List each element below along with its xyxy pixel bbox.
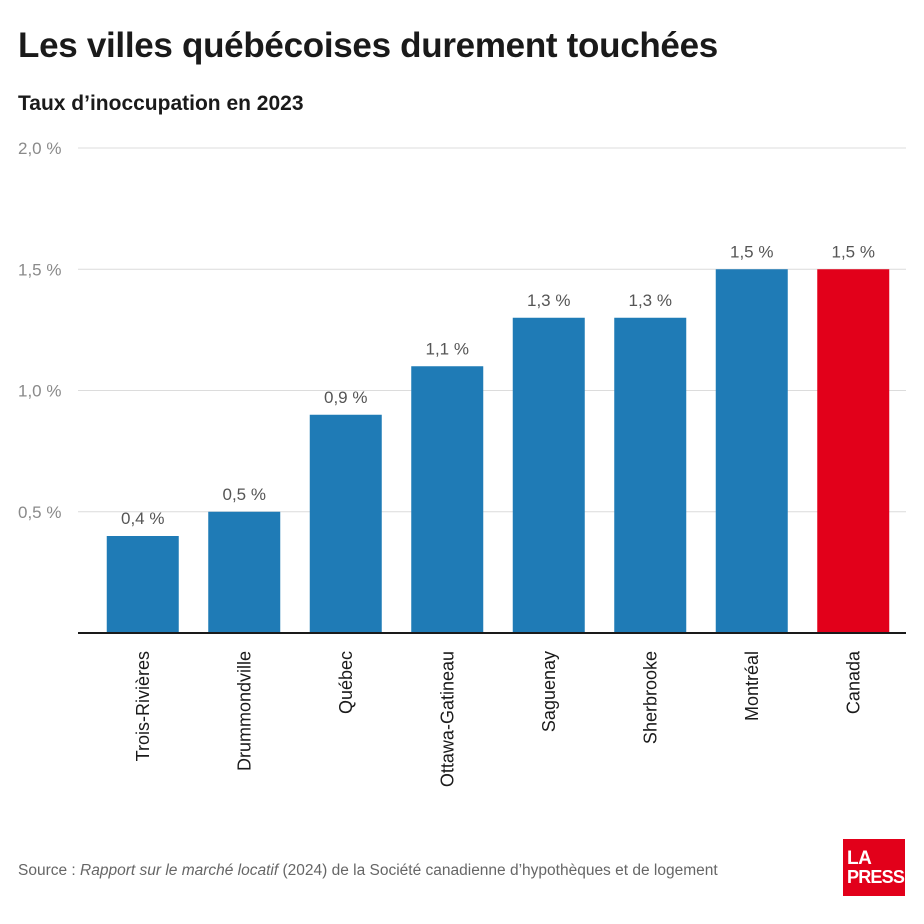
source-suffix: (2024) de la Société canadienne d’hypoth… [278, 862, 718, 879]
bar [715, 269, 788, 633]
bar [208, 511, 281, 633]
bar [411, 366, 484, 633]
source-prefix: Source : [18, 862, 81, 879]
bar [309, 414, 382, 633]
bar [614, 317, 687, 633]
chart-subtitle: Taux d’inoccupation en 2023 [18, 92, 304, 115]
source-report-title: Rapport sur le marché locatif [80, 862, 279, 879]
y-tick-label: 2,0 % [18, 139, 61, 158]
bar [512, 317, 585, 633]
source-note: Source : Rapport sur le marché locatif (… [18, 862, 718, 880]
x-tick-label: Montréal [742, 651, 762, 721]
x-tick-label: Drummondville [234, 651, 254, 771]
y-tick-label: 0,5 % [18, 503, 61, 522]
data-label: 0,5 % [223, 485, 266, 504]
x-tick-label: Trois-Rivières [133, 651, 153, 761]
data-label: 1,3 % [629, 291, 672, 310]
data-label: 0,9 % [324, 388, 367, 407]
bar [817, 269, 890, 633]
x-tick-label: Canada [843, 650, 863, 714]
x-tick-label: Sherbrooke [640, 651, 660, 744]
logo-line-2: PRESSE [847, 866, 916, 887]
x-tick-label: Saguenay [539, 651, 559, 732]
data-label: 1,3 % [527, 291, 570, 310]
bar [106, 536, 179, 633]
data-label: 1,1 % [426, 339, 469, 358]
y-tick-label: 1,5 % [18, 260, 61, 279]
chart-title: Les villes québécoises durement touchées [18, 26, 718, 65]
bar-chart: 0,5 % 1,0 % 1,5 % 2,0 % 0,4 % Trois-Rivières 0… [18, 139, 906, 787]
y-tick-label: 1,0 % [18, 382, 61, 401]
data-label: 1,5 % [832, 242, 875, 261]
logo-line-1: LA [847, 847, 872, 869]
x-tick-label: Ottawa-Gatineau [437, 651, 457, 787]
data-label: 0,4 % [121, 509, 164, 528]
data-label: 1,5 % [730, 242, 773, 261]
x-tick-label: Québec [336, 651, 356, 714]
la-presse-logo: LA PRESSE [843, 839, 916, 896]
